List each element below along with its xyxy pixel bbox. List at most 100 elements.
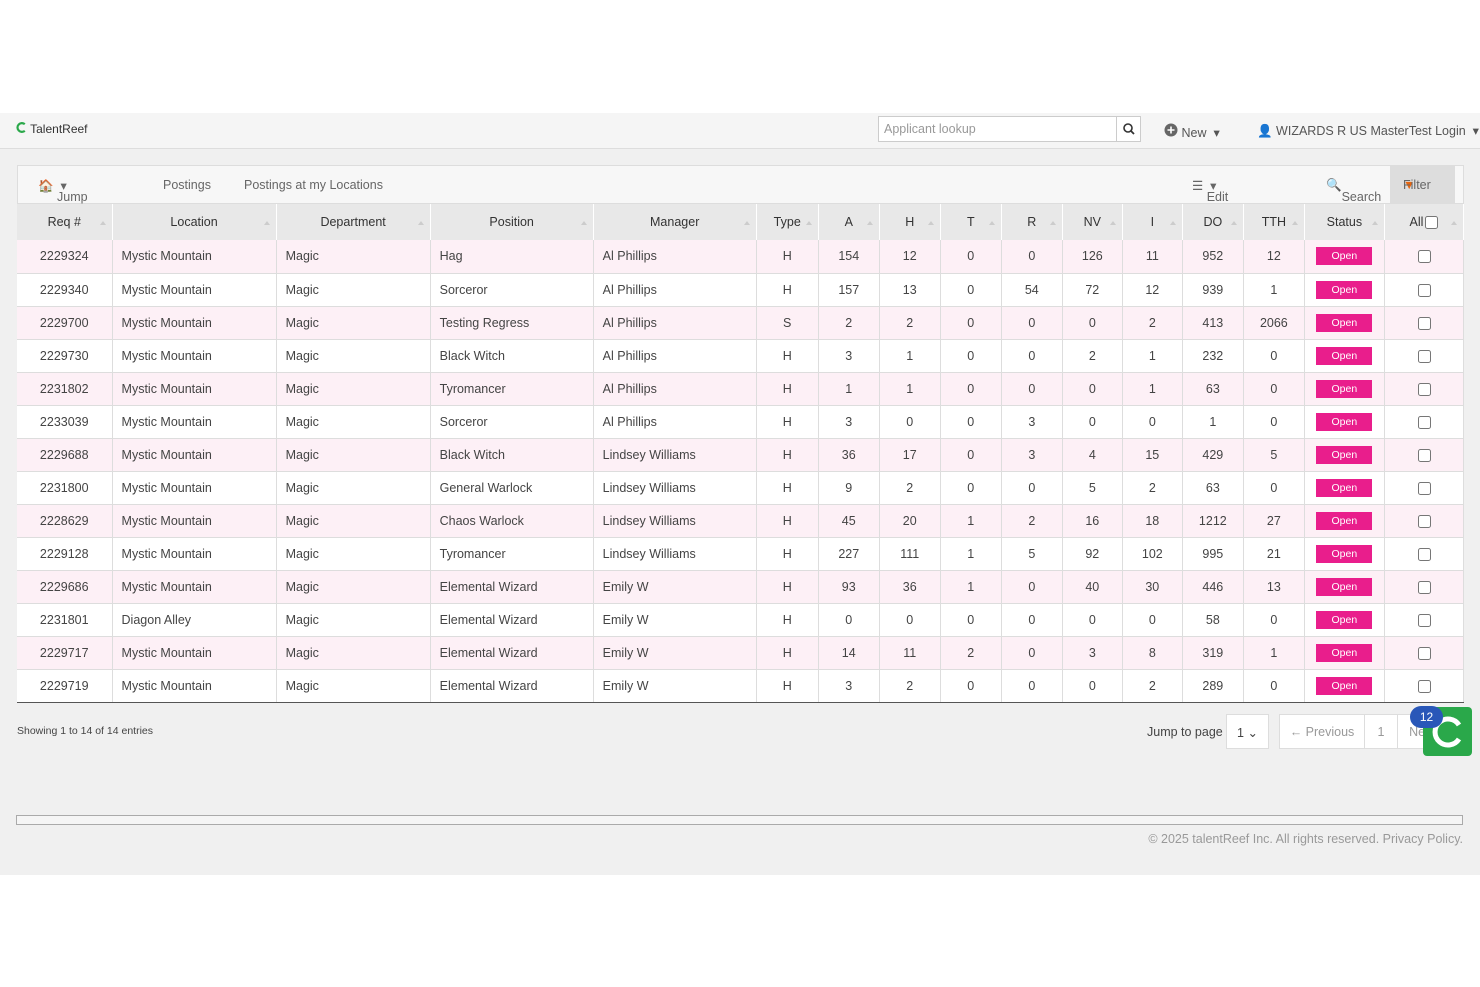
table-cell: 1 [940,537,1002,571]
table-cell: H [756,669,819,703]
entries-info: Showing 1 to 14 of 14 entries [17,725,154,737]
status-badge[interactable]: Open [1316,247,1373,266]
table-cell: Magic [276,306,431,340]
status-badge[interactable]: Open [1316,346,1373,365]
column-header[interactable]: NV [1062,204,1123,240]
column-header[interactable]: DO [1182,204,1244,240]
previous-button[interactable]: ← Previous [1279,714,1365,749]
status-badge[interactable]: Open [1316,577,1373,596]
row-checkbox[interactable] [1417,448,1431,462]
status-badge[interactable]: Open [1316,676,1373,695]
edit-postings[interactable]: ☰ Edit Postings ▾ [1192,178,1255,218]
status-badge[interactable]: Open [1316,478,1373,497]
status-badge[interactable]: Open [1316,610,1373,629]
table-cell: 36 [818,438,880,472]
table-cell: Magic [276,603,431,637]
table-cell: Tyromancer [430,537,594,571]
lookup-button[interactable] [1116,116,1141,142]
column-header[interactable]: I [1122,204,1183,240]
select-cell [1384,537,1465,571]
status-cell: Open [1304,339,1385,373]
row-checkbox[interactable] [1417,250,1431,264]
row-checkbox[interactable] [1417,415,1431,429]
status-badge[interactable]: Open [1316,445,1373,464]
select-cell [1384,372,1465,406]
scrollbar[interactable] [16,815,1463,825]
table-cell: 3 [818,339,880,373]
jump-select[interactable]: 1 ⌄ [1226,714,1269,749]
table-cell: H [756,438,819,472]
status-badge[interactable]: Open [1316,313,1373,332]
column-header[interactable]: Manager [593,204,757,240]
applicant-lookup[interactable]: Applicant lookup [878,116,1117,142]
table-cell: H [756,471,819,505]
column-header[interactable]: Department [276,204,431,240]
status-badge[interactable]: Open [1316,511,1373,530]
select-cell [1384,636,1465,670]
page-button[interactable]: 1 [1364,714,1398,749]
table-cell: 1 [879,372,941,406]
table-cell: 2229688 [17,438,113,472]
filter-button[interactable]: ▼ Filter [1390,166,1455,203]
status-badge[interactable]: Open [1316,379,1373,398]
row-checkbox[interactable] [1417,382,1431,396]
column-header[interactable]: Position [430,204,594,240]
select-cell [1384,339,1465,373]
column-header[interactable]: R [1001,204,1063,240]
status-badge[interactable]: Open [1316,412,1373,431]
table-cell: 0 [940,405,1002,439]
header-label: All [1409,214,1424,229]
select-cell [1384,405,1465,439]
column-header[interactable]: A [818,204,880,240]
table-cell: Sorceror [430,405,594,439]
row-checkbox[interactable] [1417,349,1431,363]
new-menu[interactable]: New ▾ [1164,123,1220,140]
row-checkbox[interactable] [1417,283,1431,297]
table-cell: Magic [276,273,431,307]
row-checkbox[interactable] [1417,580,1431,594]
jump-to[interactable]: 🏠 Jump to ▾ [38,178,88,218]
status-badge[interactable]: Open [1316,280,1373,299]
table-cell: 1 [1243,273,1305,307]
column-header[interactable]: Type [756,204,819,240]
table-cell: 0 [1243,405,1305,439]
table-cell: 72 [1062,273,1123,307]
privacy-link[interactable]: Privacy Policy. [1382,832,1463,846]
user-menu[interactable]: 👤 WIZARDS R US MasterTest Login ▾ [1257,124,1479,138]
table-cell: 8 [1122,636,1183,670]
column-header[interactable]: H [879,204,941,240]
table-cell: S [756,306,819,340]
table-cell: Al Phillips [593,306,757,340]
table-cell: Mystic Mountain [112,438,277,472]
table-cell: 0 [1062,405,1123,439]
row-checkbox[interactable] [1417,547,1431,561]
crumb[interactable]: Postings [163,178,211,192]
status-cell: Open [1304,636,1385,670]
column-header[interactable]: Status [1304,204,1385,240]
logo[interactable]: TalentReef [16,122,88,136]
table-cell: 2231802 [17,372,113,406]
column-header[interactable]: Location [112,204,277,240]
table-cell: 58 [1182,603,1244,637]
column-header[interactable]: T [940,204,1002,240]
status-cell: Open [1304,438,1385,472]
row-checkbox[interactable] [1417,646,1431,660]
select-all-checkbox[interactable] [1425,216,1439,230]
row-checkbox[interactable] [1417,316,1431,330]
table-cell: Mystic Mountain [112,339,277,373]
row-checkbox[interactable] [1417,679,1431,693]
column-header[interactable]: Req # [17,204,113,240]
row-checkbox[interactable] [1417,481,1431,495]
search-label: Search [1341,190,1382,204]
column-header[interactable]: TTH [1243,204,1305,240]
row-checkbox[interactable] [1417,514,1431,528]
table-cell: 0 [1122,603,1183,637]
status-badge[interactable]: Open [1316,544,1373,563]
status-badge[interactable]: Open [1316,643,1373,662]
row-checkbox[interactable] [1417,613,1431,627]
search-action[interactable]: 🔍 Search [1326,178,1382,204]
table-cell: 63 [1182,471,1244,505]
table-cell: 2 [1062,339,1123,373]
table-cell: 1 [1182,405,1244,439]
notification-badge[interactable]: 12 [1410,706,1443,728]
